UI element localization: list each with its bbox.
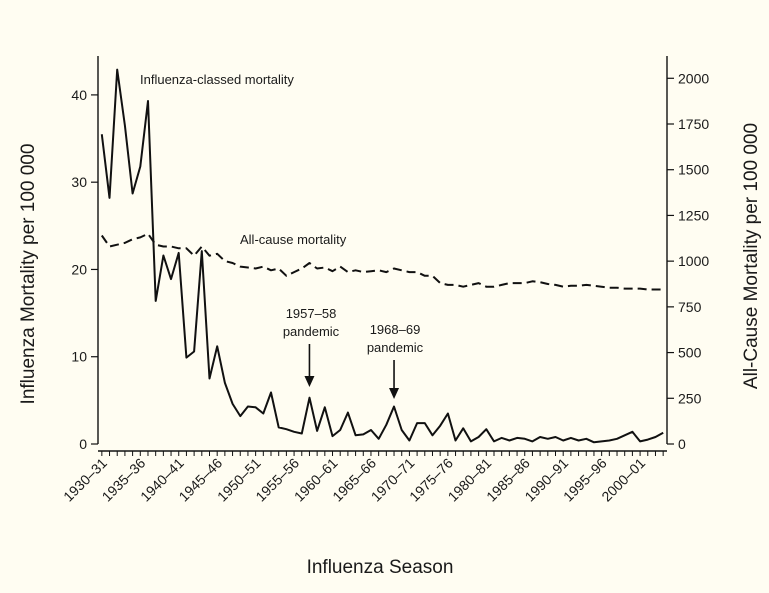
y-axis-label-left: Influenza Mortality per 100 000 (18, 144, 39, 405)
y-axis-label-right: All-Cause Mortality per 100 000 (741, 123, 762, 389)
y-tick-label-right: 1750 (678, 116, 709, 132)
annotation-influenza-series: Influenza-classed mortality (140, 72, 294, 87)
annotations (304, 344, 400, 399)
annotation-1957-line1: 1957–58 (286, 306, 337, 321)
y-tick-label-left: 0 (79, 436, 87, 452)
y-tick-label-right: 750 (678, 299, 702, 315)
y-tick-label-right: 1250 (678, 207, 709, 223)
series-layer (100, 68, 664, 444)
x-tick-label: 2000–01 (598, 455, 648, 505)
y-tick-label-right: 500 (678, 345, 702, 361)
y-tick-label-left: 10 (71, 349, 87, 365)
y-tick-label-right: 0 (678, 436, 686, 452)
all-cause-mortality-line (100, 232, 664, 291)
influenza-mortality-line (100, 68, 664, 444)
y-tick-label-right: 1000 (678, 253, 709, 269)
annotation-allcause-series: All-cause mortality (240, 232, 347, 247)
y-tick-label-left: 40 (71, 87, 87, 103)
y-tick-label-right: 2000 (678, 70, 709, 86)
pandemic-1968-arrow-head (389, 388, 400, 399)
y-tick-label-left: 30 (71, 174, 87, 190)
y-tick-label-right: 250 (678, 390, 702, 406)
pandemic-1957-arrow-head (304, 376, 315, 387)
annotation-1968-line1: 1968–69 (370, 322, 421, 337)
annotation-1968-line2: pandemic (367, 340, 424, 355)
y-tick-label-right: 1500 (678, 162, 709, 178)
x-axis-label: Influenza Season (307, 557, 454, 578)
y-tick-label-left: 20 (71, 261, 87, 277)
annotation-1957-line2: pandemic (283, 324, 340, 339)
axes: 0 10 20 30 40 0 250 500 750 1000 1250 1500 1750 2000 1… (60, 56, 709, 505)
